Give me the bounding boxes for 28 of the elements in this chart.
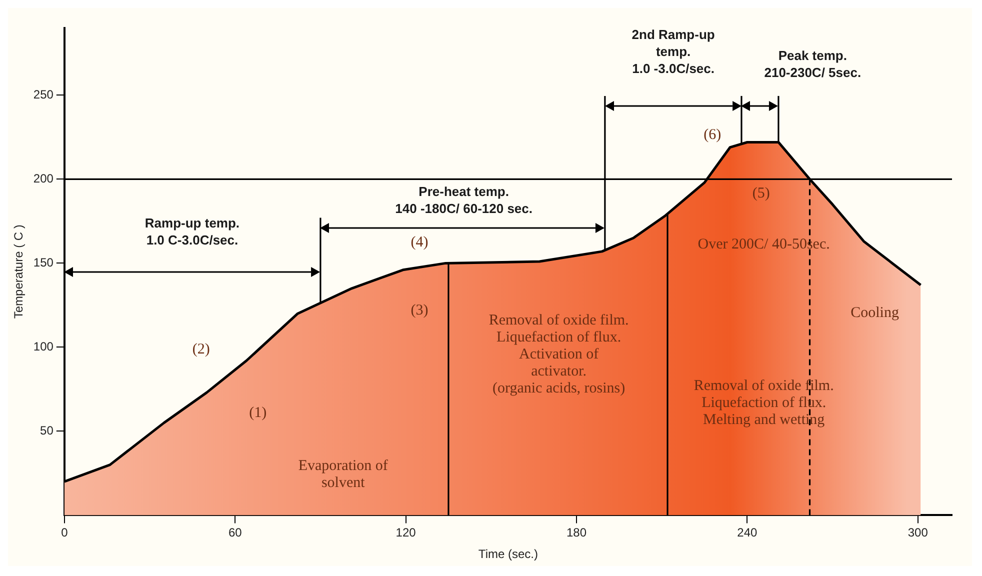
annotation: (2) <box>192 341 210 358</box>
annotation: Removal of oxide film. Liquefaction of flux. Melting and wetting <box>694 378 834 428</box>
y-tick-label: 200 <box>33 172 54 186</box>
x-tick-label: 120 <box>396 526 416 540</box>
y-tick-label: 150 <box>33 256 54 270</box>
annotation: Peak temp. 210-230C/ 5sec. <box>764 48 862 80</box>
annotation: Over 200C/ 40-50sec. <box>698 236 830 253</box>
x-tick-label: 0 <box>61 526 68 540</box>
annotation: (6) <box>704 127 722 144</box>
y-tick-label: 50 <box>40 424 54 438</box>
annotation: Cooling <box>850 304 900 321</box>
y-tick-label: 250 <box>33 88 54 102</box>
y-axis-title: Temperature ( C ) <box>12 224 26 319</box>
annotation: Removal of oxide film. Liquefaction of flux. Activation of activator. (organic acids, rosins) <box>488 312 629 396</box>
x-tick-label: 60 <box>228 526 242 540</box>
annotation: Ramp-up temp. 1.0 C-3.0C/sec. <box>144 216 240 248</box>
x-tick-label: 300 <box>908 526 928 540</box>
annotation: (1) <box>249 404 267 421</box>
annotation: 2nd Ramp-up temp. 1.0 -3.0C/sec. <box>632 26 715 76</box>
y-tick-label: 100 <box>33 340 54 354</box>
x-tick-label: 240 <box>737 526 758 540</box>
annotation: Evaporation of solvent <box>298 458 388 492</box>
annotation: Pre-heat temp. 140 -180C/ 60-120 sec. <box>395 184 532 216</box>
x-tick-label: 180 <box>566 526 587 540</box>
annotation: (3) <box>410 302 428 319</box>
annotation: (4) <box>410 234 428 250</box>
x-axis-title: Time (sec.) <box>478 547 538 562</box>
annotation: (5) <box>752 186 770 202</box>
